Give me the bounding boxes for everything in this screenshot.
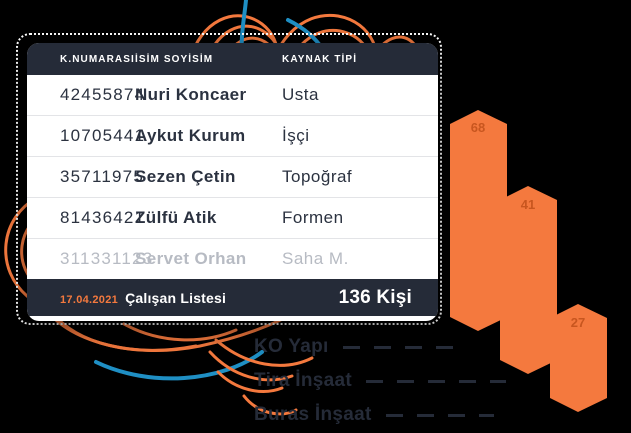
- cell-type: Saha M.: [282, 249, 349, 268]
- bar-buras-insaat[interactable]: [550, 304, 607, 412]
- cell-number: 10705441: [60, 126, 146, 145]
- chart-bars: [450, 110, 607, 412]
- card-footer: 17.04.2021 Çalışan Listesi 136 Kişi: [27, 279, 438, 316]
- legend-dash-line: [366, 379, 506, 383]
- footer-count-badge: 136 Kişi: [338, 286, 412, 308]
- cell-type: Formen: [282, 208, 344, 227]
- legend-item-buras-insaat[interactable]: Buras İnşaat: [254, 404, 494, 426]
- cell-type: Topoğraf: [282, 167, 353, 186]
- column-header-type: KAYNAK TİPİ: [282, 53, 358, 65]
- cell-type: Usta: [282, 85, 319, 104]
- bar-tira-insaat[interactable]: [500, 186, 557, 374]
- chart-data-labels: 68 41 27: [471, 120, 585, 330]
- bar-ko-yapi[interactable]: [450, 110, 507, 331]
- table-row[interactable]: 311331123 Servet Orhan Saha M.: [27, 239, 438, 279]
- data-label-68: 68: [471, 120, 485, 135]
- table-row[interactable]: 35711975 Sezen Çetin Topoğraf: [27, 157, 438, 198]
- column-header-number: K.NUMARASI: [60, 53, 135, 65]
- footer-title: Çalışan Listesi: [125, 289, 227, 306]
- cell-name: Servet Orhan: [135, 249, 247, 268]
- legend-label: KO Yapı: [254, 336, 329, 357]
- cell-name: Sezen Çetin: [135, 167, 236, 186]
- bar-chart: 68 41 27: [450, 110, 607, 412]
- data-label-41: 41: [521, 197, 535, 212]
- cell-number: 42455874: [60, 85, 146, 104]
- table-row[interactable]: 42455874 Nuri Koncaer Usta: [27, 75, 438, 116]
- cell-name: Zülfü Atik: [135, 208, 217, 227]
- legend-item-tira-insaat[interactable]: Tira İnşaat: [254, 370, 506, 392]
- legend-dash-line: [385, 413, 494, 417]
- cell-name: Nuri Koncaer: [135, 85, 247, 104]
- column-header-name: İSİM SOYİSİM: [135, 53, 214, 65]
- cell-number: 81436421: [60, 208, 146, 227]
- legend-dash-line: [342, 345, 461, 349]
- cell-name: Aykut Kurum: [135, 126, 246, 145]
- chart-legend: KO Yapı Tira İnşaat Buras İnşaat: [246, 336, 631, 433]
- data-label-27: 27: [571, 315, 585, 330]
- cell-number: 311331123: [60, 249, 154, 268]
- table-row[interactable]: 81436421 Zülfü Atik Formen: [27, 198, 438, 239]
- legend-label: Tira İnşaat: [254, 370, 352, 391]
- table-row[interactable]: 10705441 Aykut Kurum İşçi: [27, 116, 438, 157]
- legend-item-ko-yapi[interactable]: KO Yapı: [254, 336, 461, 358]
- table-header-row: K.NUMARASI İSİM SOYİSİM KAYNAK TİPİ: [27, 43, 438, 75]
- cell-number: 35711975: [60, 167, 144, 186]
- employee-list-card: K.NUMARASI İSİM SOYİSİM KAYNAK TİPİ 4245…: [27, 43, 438, 321]
- footer-date: 17.04.2021: [60, 293, 119, 306]
- cell-type: İşçi: [282, 126, 310, 145]
- legend-label: Buras İnşaat: [254, 404, 372, 425]
- footer-left-group: 17.04.2021 Çalışan Listesi: [60, 290, 226, 306]
- table-body: 42455874 Nuri Koncaer Usta 10705441 Ayku…: [27, 75, 438, 279]
- card-dotted-outline: [16, 33, 442, 325]
